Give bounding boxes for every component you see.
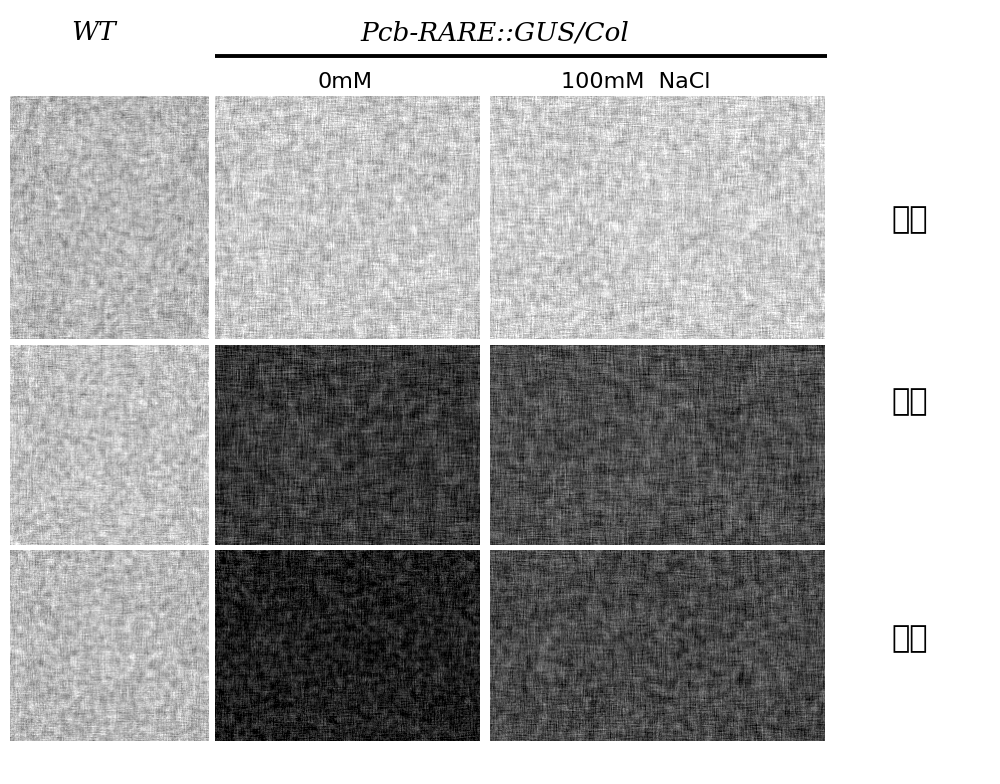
Text: Pcb-RARE::GUS/Col: Pcb-RARE::GUS/Col [361,20,629,45]
Text: 0mM: 0mM [318,71,372,92]
Text: 胚轴: 胚轴 [892,387,928,416]
Text: 真叶: 真叶 [892,205,928,234]
Text: 根尖: 根尖 [892,625,928,653]
Text: WT: WT [72,20,116,45]
Text: 100mM  NaCl: 100mM NaCl [561,71,711,92]
